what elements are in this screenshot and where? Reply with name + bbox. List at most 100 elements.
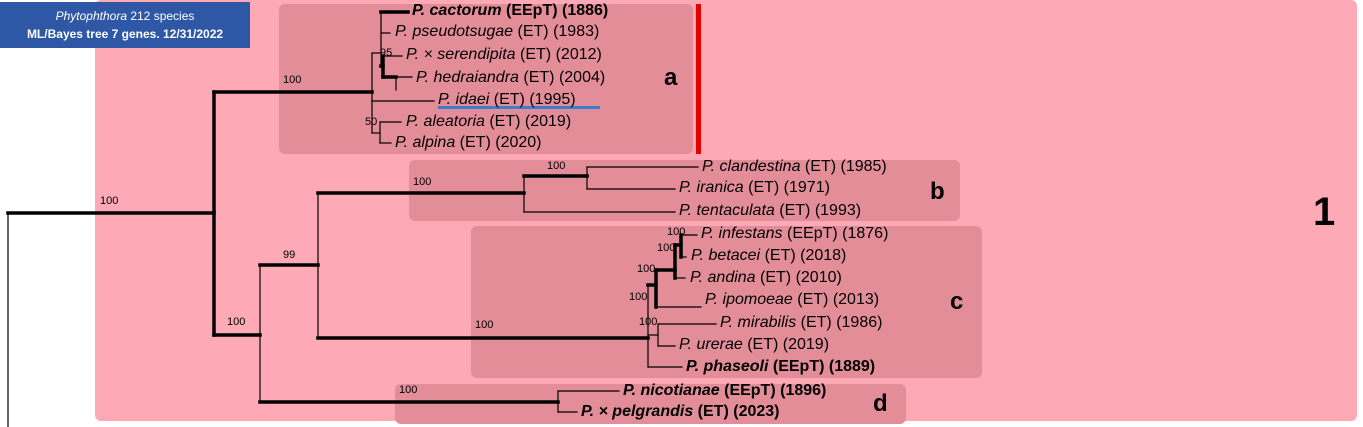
taxon-genus: P. (705, 291, 719, 308)
taxon-epithet: pseudotsugae (412, 23, 514, 40)
taxon-status: (ET) (779, 202, 811, 219)
subclade-d-box (395, 384, 906, 424)
taxon-genus: P. (438, 91, 452, 108)
taxon-tentaculata: P. tentaculata (ET) (1993) (679, 201, 861, 221)
taxon-nicotianae: P. nicotianae (EEpT) (1896) (623, 381, 826, 401)
taxon-year: (2004) (558, 69, 606, 86)
taxon-epithet: clandestina (719, 158, 801, 175)
support-value-aleatoria_node: 50 (365, 116, 378, 128)
taxon-status: (ET) (748, 179, 780, 196)
taxon-year: (2012) (555, 46, 602, 63)
taxon-epithet: ipomoeae (722, 291, 793, 308)
taxon-year: (1886) (562, 2, 609, 19)
clade-1-label: 1 (1313, 190, 1336, 234)
taxon-status: (ET) (459, 134, 491, 151)
taxon-year: (1995) (529, 91, 576, 108)
taxon-status: (ET) (760, 269, 792, 286)
taxon-year: (2019) (782, 336, 830, 353)
taxon-genus: P. (690, 269, 704, 286)
taxon-status: (ET) (520, 46, 552, 63)
taxon-year: (2010) (795, 269, 842, 286)
taxon-year: (1876) (842, 225, 889, 242)
badge-subtitle: ML/Bayes tree 7 genes. 12/31/2022 (26, 27, 224, 41)
taxon-genus: P. (623, 382, 637, 399)
support-value-c_inner1: 100 (667, 226, 686, 238)
support-value-clandestina_iranica: 100 (547, 160, 566, 172)
taxon-genus: P. (679, 336, 693, 353)
support-value-c_inner2: 100 (657, 242, 676, 254)
taxon-status: (ET) (797, 291, 829, 308)
title-badge: Phytophthora 212 species ML/Bayes tree 7… (0, 2, 250, 48)
taxon-year: (2023) (733, 403, 780, 420)
subclade-c-label: c (950, 288, 964, 315)
taxon-andina: P. andina (ET) (2010) (690, 268, 842, 288)
red-marker-bar (696, 4, 701, 154)
taxon-year: (1971) (783, 179, 830, 196)
taxon-epithet: betacei (708, 247, 761, 264)
support-value-root: 100 (100, 195, 119, 207)
taxon-pelgrandis: P. × pelgrandis (ET) (2023) (581, 402, 779, 422)
taxon-epithet: mirabilis (737, 314, 797, 331)
support-value-bcd_node: 100 (227, 316, 246, 328)
taxon-genus: P. (406, 46, 420, 63)
support-value-c_inner4: 100 (629, 291, 648, 303)
taxon-status: (ET) (493, 91, 525, 108)
taxon-mirabilis: P. mirabilis (ET) (1986) (720, 313, 882, 333)
taxon-genus: P. (686, 358, 700, 375)
taxon-status: (ET) (747, 336, 779, 353)
taxon-pseudotsugae: P. pseudotsugae (ET) (1983) (395, 22, 599, 42)
subclade-a-label: a (664, 64, 678, 91)
taxon-genus: P. (702, 158, 716, 175)
taxon-serendipita: P. × serendipita (ET) (2012) (406, 45, 602, 65)
taxon-ipomoeae: P. ipomoeae (ET) (2013) (705, 290, 879, 310)
support-value-bc_node: 99 (283, 249, 296, 261)
subclade-c-box (471, 226, 982, 378)
taxon-genus: P. (395, 134, 409, 151)
taxon-year: (2020) (495, 134, 542, 151)
taxon-epithet: aleatoria (423, 113, 485, 130)
taxon-genus: P. (406, 113, 420, 130)
taxon-epithet: idaei (455, 91, 490, 108)
taxon-genus: P. (679, 202, 693, 219)
taxon-year: (2013) (832, 291, 880, 308)
subclade-d-label: d (873, 390, 888, 417)
taxon-year: (1986) (836, 314, 883, 331)
taxon-epithet: nicotianae (640, 382, 720, 399)
taxon-genus: P. (395, 23, 409, 40)
taxon-status: (EEpT) (772, 358, 825, 375)
taxon-genus: P. (679, 179, 693, 196)
highlight-underline (438, 106, 600, 109)
taxon-epithet: hedraiandra (433, 69, 519, 86)
taxon-hedraiandra: P. hedraiandra (ET) (2004) (416, 68, 605, 88)
taxon-status: (EEpT) (506, 2, 558, 19)
taxon-alpina: P. alpina (ET) (2020) (395, 133, 541, 153)
taxon-status: (ET) (489, 113, 521, 130)
taxon-year: (1985) (840, 158, 887, 175)
taxon-genus: P. (581, 403, 595, 420)
taxon-epithet: andina (707, 269, 756, 286)
subclade-b-label: b (930, 178, 945, 205)
taxon-genus: P. (701, 225, 715, 242)
taxon-epithet: tentaculata (696, 202, 775, 219)
taxon-epithet: iranica (696, 179, 744, 196)
species-count: 212 species (127, 9, 195, 23)
taxon-genus: P. (412, 2, 426, 19)
taxon-status: (EEpT) (787, 225, 838, 242)
taxon-status: (ET) (804, 158, 837, 175)
taxon-year: (1896) (780, 382, 827, 399)
taxon-year: (2018) (800, 247, 847, 264)
taxon-status: (ET) (800, 314, 832, 331)
taxon-epithet: cactorum (429, 2, 502, 19)
taxon-year: (1889) (828, 358, 876, 375)
taxon-epithet: phaseoli (703, 358, 769, 375)
subclade-b-box (409, 160, 960, 221)
taxon-urerae: P. urerae (ET) (2019) (679, 335, 829, 355)
genus-name: Phytophthora (55, 9, 127, 23)
support-value-d_stem: 100 (399, 384, 418, 396)
taxon-epithet: infestans (718, 225, 783, 242)
subclade-a-box (279, 4, 693, 154)
taxon-genus: P. (691, 247, 705, 264)
support-value-b_stem: 100 (413, 176, 432, 188)
taxon-iranica: P. iranica (ET) (1971) (679, 178, 830, 198)
taxon-betacei: P. betacei (ET) (2018) (691, 246, 846, 266)
